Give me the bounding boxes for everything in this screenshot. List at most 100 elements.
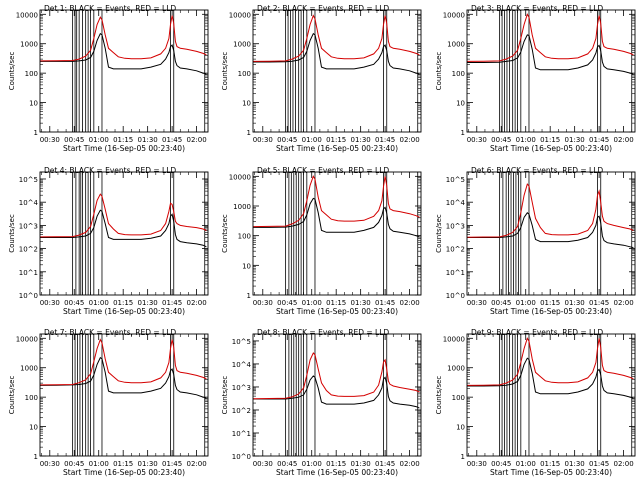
x-tick-label: 01:45 <box>375 460 395 468</box>
y-tick-label: 10^3 <box>19 222 38 230</box>
x-tick-label: 01:00 <box>89 299 109 307</box>
x-tick-label: 01:45 <box>162 460 182 468</box>
x-tick-label: 00:30 <box>467 460 487 468</box>
y-tick-label: 1000 <box>20 365 38 373</box>
x-tick-label: 00:45 <box>64 299 84 307</box>
series-line-lld <box>466 337 634 386</box>
x-tick-label: 01:00 <box>89 460 109 468</box>
chart-panel-det-4: 10^0 10^1 10^2 10^3 10^4 10^5 00:30 00:45 01:00 0… <box>8 166 209 316</box>
chart-panel-det-8: 10^0 10^1 10^2 10^3 10^4 10^5 00:30 00:45 01:00 0… <box>221 328 422 477</box>
chart-panel-det-3: 1 10 100 1000 10000 00:30 00:45 01:00 01:15 01:30… <box>435 4 636 153</box>
y-axis-label: Counts/sec <box>8 376 16 415</box>
chart-panel-det-9: 1 10 100 1000 10000 00:30 00:45 01:00 01:15 01:30… <box>435 328 636 477</box>
y-tick-label: 10 <box>29 100 38 108</box>
x-tick-label: 01:00 <box>302 299 322 307</box>
x-tick-label: 01:15 <box>113 299 133 307</box>
y-axis-label: Counts/sec <box>8 52 16 91</box>
y-tick-label: 100 <box>452 394 465 402</box>
y-axis-label: Counts/sec <box>435 52 443 91</box>
plot-frame <box>252 171 422 296</box>
series-line-events <box>467 357 634 399</box>
series-line-lld <box>39 15 207 62</box>
y-tick-label: 10 <box>456 100 465 108</box>
x-tick-label: 01:15 <box>540 460 560 468</box>
y-tick-label: 1 <box>247 129 251 137</box>
panel-title: Det 4: BLACK = Events, RED = LLD <box>44 166 176 175</box>
x-tick-label: 01:30 <box>351 299 371 307</box>
y-tick-label: 1 <box>461 129 465 137</box>
series-line-events <box>253 375 420 409</box>
x-tick-label: 02:00 <box>186 299 206 307</box>
plot-frame <box>39 9 209 133</box>
y-axis-label: Counts/sec <box>221 376 229 415</box>
y-tick-label: 10^0 <box>232 453 251 461</box>
x-tick-label: 01:45 <box>375 136 395 144</box>
x-tick-label: 01:15 <box>326 299 346 307</box>
plot-frame <box>466 171 636 296</box>
y-axis-label: Counts/sec <box>221 52 229 91</box>
y-axis-label: Counts/sec <box>8 214 16 253</box>
y-tick-label: 10 <box>242 262 251 270</box>
x-tick-label: 01:00 <box>516 460 536 468</box>
x-tick-label: 02:00 <box>399 299 419 307</box>
series-line-lld <box>252 14 420 62</box>
panel-title: Det 8: BLACK = Events, RED = LLD <box>257 328 389 337</box>
x-axis-label: Start Time (16-Sep-05 00:23:40) <box>63 307 185 316</box>
x-tick-label: 00:45 <box>64 460 84 468</box>
x-tick-label: 00:30 <box>253 136 273 144</box>
y-tick-label: 10^3 <box>446 222 465 230</box>
panel-title: Det 5: BLACK = Events, RED = LLD <box>257 166 389 175</box>
y-tick-label: 1 <box>247 292 251 300</box>
x-tick-label: 00:30 <box>40 299 60 307</box>
series-line-lld <box>39 338 207 386</box>
x-tick-label: 02:00 <box>399 460 419 468</box>
plot-frame <box>252 333 422 457</box>
y-tick-label: 10^5 <box>446 176 465 184</box>
x-tick-label: 00:30 <box>253 460 273 468</box>
series-line-events <box>467 212 634 249</box>
y-tick-label: 100 <box>238 70 251 78</box>
series-line-events <box>40 32 207 75</box>
series-line-lld <box>39 193 207 238</box>
y-tick-label: 1000 <box>447 41 465 49</box>
plot-frame <box>466 333 636 457</box>
chart-panel-det-5: 1 10 100 1000 10000 00:30 00:45 01:00 01:15 01:30… <box>221 166 422 316</box>
y-axis-label: Counts/sec <box>435 376 443 415</box>
panel-title: Det 1: BLACK = Events, RED = LLD <box>44 4 176 13</box>
y-tick-label: 10^5 <box>19 176 38 184</box>
x-tick-label: 01:30 <box>351 460 371 468</box>
x-tick-label: 00:30 <box>40 460 60 468</box>
x-tick-label: 00:45 <box>491 460 511 468</box>
y-tick-label: 10^2 <box>19 246 38 254</box>
x-tick-label: 01:15 <box>113 136 133 144</box>
y-tick-label: 10^1 <box>446 269 465 277</box>
x-tick-label: 01:15 <box>326 136 346 144</box>
x-tick-label: 00:30 <box>467 299 487 307</box>
x-tick-label: 00:45 <box>64 136 84 144</box>
x-tick-label: 02:00 <box>186 460 206 468</box>
x-tick-label: 00:30 <box>40 136 60 144</box>
x-tick-label: 01:00 <box>302 136 322 144</box>
y-tick-label: 10 <box>456 424 465 432</box>
x-tick-label: 01:30 <box>351 136 371 144</box>
y-tick-label: 100 <box>238 233 251 241</box>
x-tick-label: 01:45 <box>375 299 395 307</box>
y-tick-label: 10000 <box>229 11 251 19</box>
x-tick-label: 01:00 <box>302 460 322 468</box>
y-tick-label: 10^1 <box>232 430 251 438</box>
chart-panel-det-6: 10^0 10^1 10^2 10^3 10^4 10^5 00:30 00:45 01:00 0… <box>435 166 636 316</box>
y-tick-label: 10^2 <box>446 246 465 254</box>
x-axis-label: Start Time (16-Sep-05 00:23:40) <box>276 468 398 477</box>
y-tick-label: 10^0 <box>19 292 38 300</box>
x-tick-label: 01:15 <box>540 299 560 307</box>
x-axis-label: Start Time (16-Sep-05 00:23:40) <box>276 144 398 153</box>
y-tick-label: 1 <box>461 453 465 461</box>
y-tick-label: 10 <box>29 424 38 432</box>
y-tick-label: 1000 <box>233 203 251 211</box>
y-tick-label: 10000 <box>443 11 465 19</box>
series-line-lld <box>466 183 634 238</box>
x-tick-label: 00:30 <box>253 299 273 307</box>
plot-frame <box>466 9 636 133</box>
y-tick-label: 10^2 <box>232 407 251 415</box>
